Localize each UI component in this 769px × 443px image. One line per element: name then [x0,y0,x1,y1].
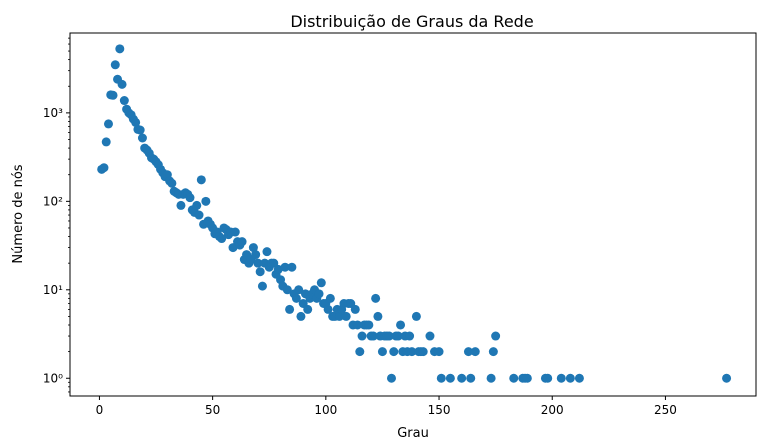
data-point [296,311,306,321]
x-tick-label: 50 [205,403,220,417]
data-point [389,347,399,357]
data-point [425,331,435,341]
data-point [287,262,297,272]
data-point [282,285,292,295]
data-point [294,285,304,295]
data-point [99,163,109,173]
y-tick-label: 10⁰ [43,371,63,385]
data-point [574,373,584,383]
data-point [255,267,265,277]
data-point [377,347,387,357]
data-point [103,119,113,129]
data-point [303,304,313,314]
data-point [470,347,480,357]
data-point [445,373,455,383]
data-point [101,137,111,147]
data-point [434,347,444,357]
data-point [194,210,204,220]
data-point [396,320,406,330]
data-point [167,178,177,188]
data-point [176,200,186,210]
data-point [325,293,335,303]
data-point [357,331,367,341]
data-point [185,193,195,203]
data-point [192,200,202,210]
data-point [273,264,283,274]
data-point [323,304,333,314]
data-point [373,311,383,321]
data-point [405,331,415,341]
data-point [131,117,141,127]
data-point [411,311,421,321]
data-points [97,44,732,383]
tick-layer: 0 50 100 150 200 250 10⁰ 10¹ 10² 10³ [43,37,677,417]
y-tick-label: 10² [43,194,63,208]
data-point [108,90,118,100]
data-point [285,304,295,314]
data-point [269,258,279,268]
data-point [137,133,147,143]
data-point [291,293,301,303]
data-point [355,347,365,357]
x-tick-label: 200 [541,403,564,417]
data-point [262,247,272,257]
data-point [368,331,378,341]
data-point [217,234,227,244]
data-point [251,250,261,260]
x-axis-label: Grau [397,426,429,441]
data-point [556,373,566,383]
data-point [543,373,553,383]
data-point [486,373,496,383]
data-point [393,331,403,341]
data-point [463,347,473,357]
x-tick-label: 0 [96,403,104,417]
data-point [522,373,532,383]
x-tick-label: 150 [428,403,451,417]
data-point [201,196,211,206]
data-point [237,237,247,247]
data-point [457,373,467,383]
data-point [253,258,263,268]
data-point [117,79,127,89]
data-point [119,96,129,106]
chart-title: Distribuição de Graus da Rede [290,12,533,31]
data-point [488,347,498,357]
plot-frame [69,32,757,397]
data-point [248,243,258,253]
data-point [371,293,381,303]
data-point [722,373,732,383]
data-point [280,262,290,272]
x-tick-label: 100 [314,403,337,417]
data-point [418,347,428,357]
data-point [353,320,363,330]
data-point [115,44,125,54]
x-tick-label: 250 [654,403,677,417]
data-point [341,311,351,321]
data-point [565,373,575,383]
y-tick-label: 10¹ [43,283,63,297]
data-point [350,304,360,314]
data-point [436,373,446,383]
data-point [386,373,396,383]
data-point [407,347,417,357]
data-point [196,175,206,185]
data-point [314,289,324,299]
data-point [230,227,240,237]
data-point [316,278,326,288]
data-point [384,331,394,341]
data-point [334,311,344,321]
data-point [110,60,120,70]
data-point [364,320,374,330]
y-tick-label: 10³ [43,106,63,120]
data-point [257,281,267,291]
data-point [135,125,145,135]
y-axis-label: Número de nós [11,164,26,263]
data-point [509,373,519,383]
data-point [491,331,501,341]
data-point [466,373,476,383]
